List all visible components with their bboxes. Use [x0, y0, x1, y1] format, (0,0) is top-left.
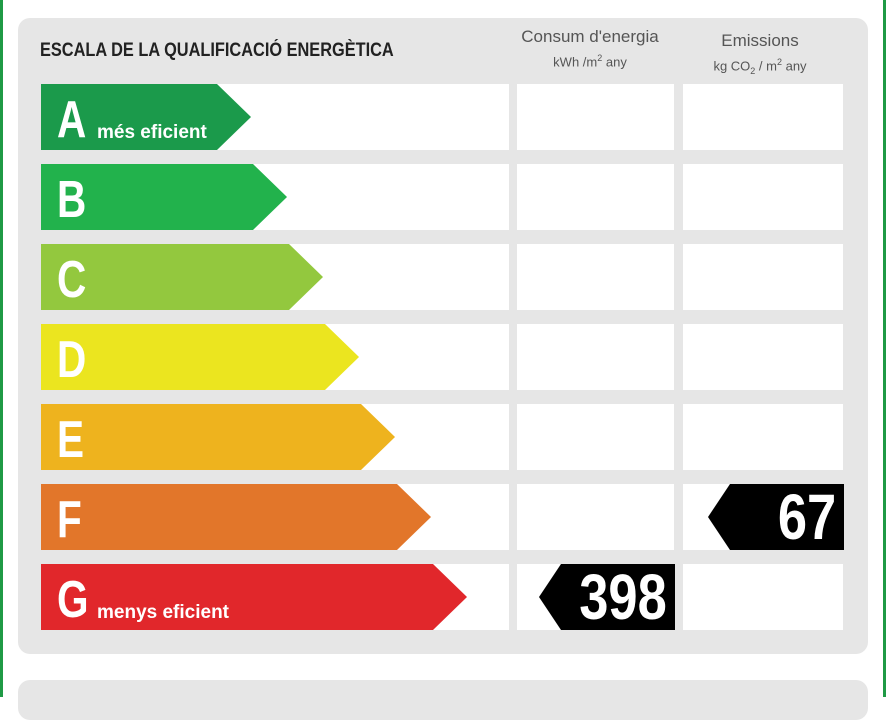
emissions-column-label: Emissions: [721, 31, 799, 50]
emissions-cell: [683, 84, 843, 150]
consumption-cell: [517, 84, 674, 150]
class-letter: B: [57, 171, 87, 229]
class-letter: G: [57, 571, 89, 629]
class-bar-c: C: [41, 244, 323, 310]
emissions-cell: [683, 164, 843, 230]
emissions-rating-marker: 67: [708, 484, 844, 550]
emissions-rating-value: 67: [777, 481, 836, 553]
class-arrow-shape: [41, 484, 431, 550]
page-frame: [0, 0, 886, 697]
class-label: més eficient: [97, 122, 207, 143]
consumption-cell: [517, 484, 674, 550]
class-arrow-shape: [41, 564, 467, 630]
secondary-panel: [18, 680, 868, 720]
consumption-column-unit: kWh /m2 any: [553, 53, 627, 70]
class-arrow-fill: [41, 484, 431, 550]
emissions-cell: [683, 564, 843, 630]
class-arrow-shape: [41, 164, 287, 230]
class-arrow-shape: [41, 324, 359, 390]
class-arrow-fill: [41, 564, 467, 630]
emissions-cell: [683, 244, 843, 310]
consumption-rating-marker: 398: [539, 564, 675, 630]
class-arrow-fill: [41, 84, 251, 150]
class-letter: F: [57, 491, 82, 549]
consumption-rating-value: 398: [579, 561, 667, 633]
class-arrow-fill: [41, 164, 287, 230]
class-letter: A: [57, 91, 87, 149]
class-bar-b: B: [41, 164, 287, 230]
class-arrow-fill: [41, 244, 323, 310]
emissions-cell: [683, 404, 843, 470]
consumption-cell: [517, 404, 674, 470]
class-bar-f: F: [41, 484, 431, 550]
class-bar-e: E: [41, 404, 395, 470]
class-arrow-shape: [41, 84, 251, 150]
class-arrow-shape: [41, 244, 323, 310]
class-letter: C: [57, 251, 87, 309]
emissions-column-header: Emissions kg CO2 / m2 any: [680, 31, 840, 76]
class-bar-d: D: [41, 324, 359, 390]
consumption-column-label: Consum d'energia: [521, 27, 659, 46]
rating-arrow-shape: [539, 564, 675, 630]
consumption-cell: [517, 324, 674, 390]
emissions-column-unit: kg CO2 / m2 any: [713, 57, 807, 76]
consumption-cell: [517, 164, 674, 230]
class-arrow-fill: [41, 324, 359, 390]
class-letter: D: [57, 331, 87, 389]
emissions-cell: [683, 324, 843, 390]
class-arrow-fill: [41, 404, 395, 470]
class-letter: E: [57, 411, 85, 469]
consumption-cell: [517, 244, 674, 310]
class-arrow-shape: [41, 404, 395, 470]
consumption-column-header: Consum d'energia kWh /m2 any: [510, 27, 670, 69]
rating-arrow-shape: [708, 484, 844, 550]
class-label: menys eficient: [97, 602, 229, 623]
scale-title: ESCALA DE LA QUALIFICACIÓ ENERGÈTICA: [40, 40, 394, 61]
